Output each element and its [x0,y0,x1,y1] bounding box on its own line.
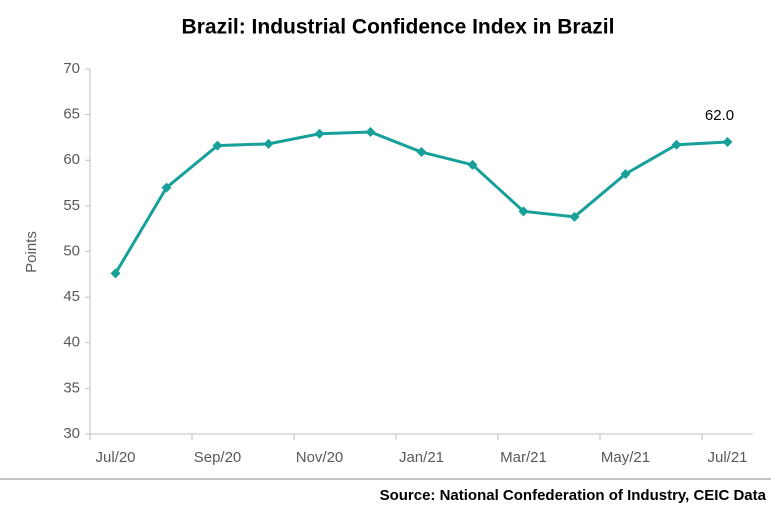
y-tick-label: 70 [63,60,80,77]
x-tick-label: Nov/20 [296,449,344,466]
source: Source: National Confederation of Indust… [380,487,767,504]
chart-title: Brazil: Industrial Confidence Index in B… [182,16,615,39]
point-marker [518,206,529,217]
y-tick-label: 35 [63,379,80,396]
y-tick-label: 60 [63,151,80,168]
point-marker [416,147,427,158]
point-marker [722,137,733,147]
point-marker [161,182,172,193]
point-marker [620,168,631,179]
x-tick-label: Mar/21 [500,449,547,466]
point-marker [365,126,376,137]
x-tick-label: Jan/21 [399,449,444,466]
y-tick-label: 40 [63,334,80,351]
y-tick-label: 30 [63,425,80,442]
y-tick-label: 55 [63,197,80,214]
x-tick-label: Jul/21 [707,449,747,466]
x-tick-label: Jul/20 [95,449,135,466]
y-axis-title: Points [23,231,40,273]
point-marker [110,268,121,279]
x-tick-label: May/21 [601,449,650,466]
y-tick-label: 50 [63,242,80,259]
x-tick-label: Sep/20 [194,449,242,466]
point-marker [671,139,682,150]
point-marker [467,159,478,170]
point-marker [569,211,580,222]
data-label: 62.0 [705,107,734,124]
point-marker [263,138,274,149]
y-tick-label: 65 [63,106,80,123]
y-tick-label: 45 [63,288,80,305]
point-marker [212,140,223,151]
point-marker [314,128,325,139]
